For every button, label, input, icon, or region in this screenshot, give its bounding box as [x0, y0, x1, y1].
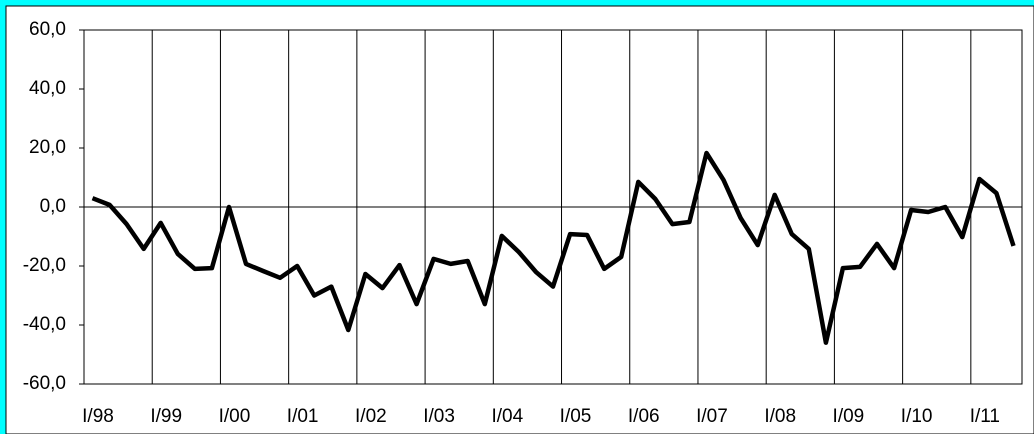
y-tick-label: 0,0 — [40, 196, 66, 217]
x-tick-label: I/11 — [970, 406, 1000, 427]
x-tick-label: I/09 — [833, 406, 865, 427]
x-tick-label: I/03 — [423, 406, 455, 427]
y-tick-label: -20,0 — [23, 255, 66, 276]
data-line — [91, 150, 1016, 345]
x-tick-label: I/08 — [764, 406, 796, 427]
y-tick-label: 40,0 — [29, 78, 66, 99]
x-tick-label: I/01 — [287, 406, 319, 427]
x-tick-label: I/99 — [150, 406, 182, 427]
x-tick-label: I/06 — [628, 406, 660, 427]
x-tick-label: I/10 — [901, 406, 933, 427]
x-tick-label: I/98 — [82, 406, 114, 427]
y-tick-label: 20,0 — [29, 137, 66, 158]
y-tick-label: -40,0 — [23, 314, 66, 335]
x-tick-label: I/05 — [560, 406, 592, 427]
x-tick-label: I/04 — [491, 406, 523, 427]
y-tick-label: 60,0 — [29, 19, 66, 40]
x-tick-label: I/02 — [355, 406, 387, 427]
x-tick-label: I/00 — [219, 406, 251, 427]
x-tick-label: I/07 — [696, 406, 728, 427]
y-tick-label: -60,0 — [23, 373, 66, 394]
